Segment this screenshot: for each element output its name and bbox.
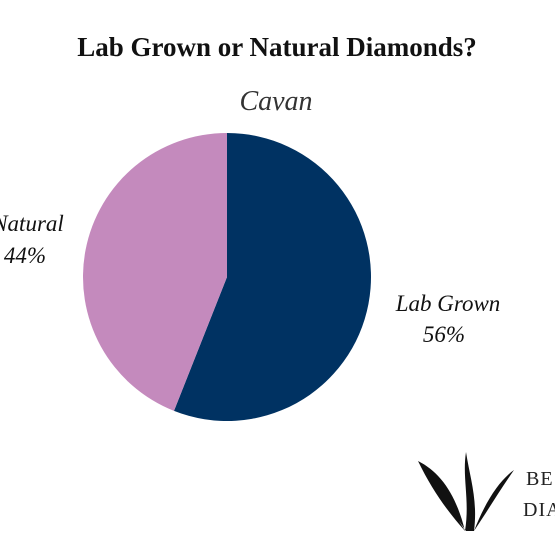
diamond-logo-icon [418,452,514,531]
pie-slices [82,133,371,421]
slice-label-lab-grown: Lab Grown [395,291,501,316]
brand-logo: BE DIA [418,452,555,531]
pie-slice-lab-grown [173,133,371,421]
slice-value-lab-grown: 56% [423,322,465,347]
chart-title: Lab Grown or Natural Diamonds? [77,32,477,62]
chart-subtitle: Cavan [239,86,312,117]
logo-text-line1: BE [526,468,554,490]
slice-value-natural: 44% [4,243,46,268]
slice-label-natural: Natural [0,211,64,236]
logo-text-line2: DIA [523,499,555,521]
pie-slice-natural [82,133,227,411]
